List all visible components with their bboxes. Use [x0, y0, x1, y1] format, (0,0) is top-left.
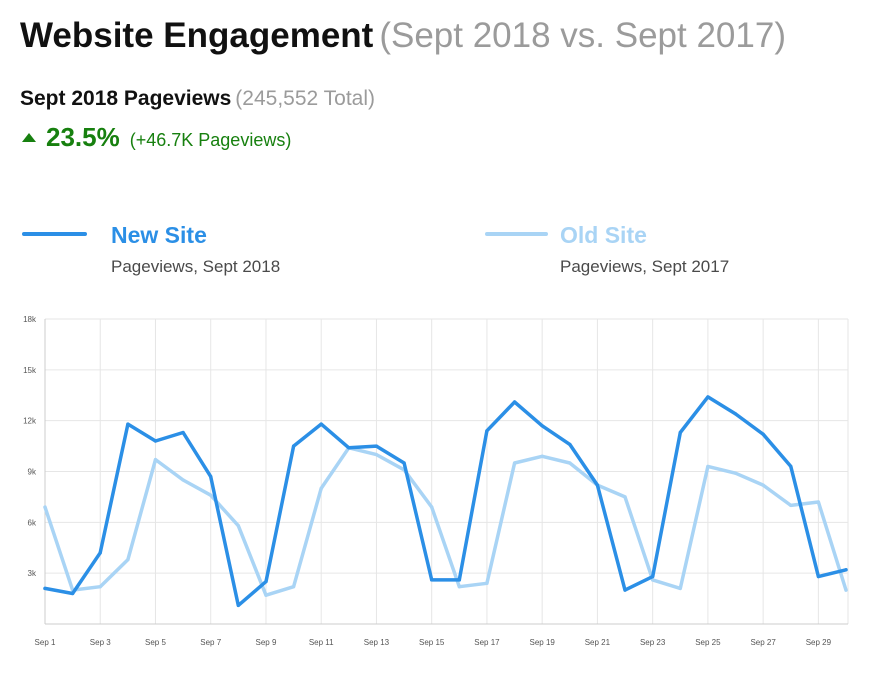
data-point-new-site: [540, 424, 544, 428]
data-point-old-site: [623, 495, 627, 499]
data-point-old-site: [291, 585, 296, 589]
data-point-new-site: [623, 588, 627, 592]
chart-series: [43, 395, 848, 608]
data-point-old-site: [209, 493, 213, 497]
data-point-old-site: [98, 585, 102, 589]
data-point-old-site: [264, 593, 268, 597]
data-point-old-site: [844, 588, 848, 592]
arrow-up-icon: [22, 133, 36, 143]
title-subtitle: (Sept 2018 vs. Sept 2017): [379, 16, 786, 55]
data-point-new-site: [291, 444, 296, 448]
legend-swatch-new-site: [22, 232, 87, 236]
title-main: Website Engagement: [20, 16, 374, 55]
data-point-old-site: [678, 586, 682, 591]
change-percent: 23.5%: [46, 122, 120, 152]
data-point-new-site: [236, 603, 240, 607]
data-point-new-site: [706, 395, 710, 399]
data-point-new-site: [98, 551, 102, 555]
legend-name-new-site: New Site: [111, 222, 207, 248]
legend-sub-old-site: Pageviews, Sept 2017: [560, 257, 730, 276]
x-tick-label: Sep 29: [806, 638, 832, 647]
data-point-new-site: [844, 568, 848, 572]
data-point-new-site: [512, 400, 517, 404]
data-point-old-site: [651, 578, 655, 582]
data-point-old-site: [457, 585, 461, 589]
data-point-new-site: [816, 574, 820, 579]
y-tick-label: 3k: [28, 569, 37, 578]
data-point-new-site: [402, 461, 406, 465]
data-point-new-site: [595, 483, 600, 487]
data-point-new-site: [485, 429, 489, 433]
data-point-new-site: [181, 430, 185, 435]
data-point-old-site: [181, 478, 185, 482]
data-point-old-site: [319, 486, 323, 491]
data-point-new-site: [761, 432, 765, 436]
data-point-old-site: [706, 464, 710, 469]
series-line-old-site: [43, 446, 848, 597]
x-tick-label: Sep 13: [364, 638, 390, 647]
data-point-old-site: [733, 471, 738, 475]
x-tick-label: Sep 1: [35, 638, 56, 647]
data-point-new-site: [347, 446, 351, 450]
data-point-old-site: [236, 524, 240, 528]
x-tick-label: Sep 21: [585, 638, 611, 647]
data-point-new-site: [651, 574, 655, 579]
data-point-new-site: [457, 578, 461, 582]
legend-sub-new-site: Pageviews, Sept 2018: [111, 257, 281, 276]
pageviews-line-chart: 3k 6k 9k 12k 15k 18k Sep 1 Sep 3 Sep 5 Sep 7 Sep 9…: [23, 315, 849, 647]
x-tick-label: Sep 23: [640, 638, 666, 647]
data-point-old-site: [374, 452, 379, 457]
y-tick-label: 9k: [28, 468, 37, 477]
x-tick-label: Sep 9: [256, 638, 277, 647]
pageviews-total: (245,552 Total): [235, 87, 376, 110]
x-tick-label: Sep 25: [695, 638, 721, 647]
data-point-new-site: [126, 422, 130, 426]
data-point-new-site: [568, 442, 572, 446]
legend-name-old-site: Old Site: [560, 222, 647, 248]
data-point-old-site: [43, 505, 47, 509]
data-point-new-site: [430, 578, 434, 582]
data-point-new-site: [209, 474, 213, 479]
data-point-new-site: [789, 464, 793, 469]
x-tick-label: Sep 3: [90, 638, 111, 647]
x-tick-label: Sep 5: [145, 638, 166, 647]
legend-swatch-old-site: [485, 232, 548, 236]
data-point-old-site: [568, 461, 572, 465]
x-tick-label: Sep 7: [200, 638, 221, 647]
x-tick-label: Sep 15: [419, 638, 445, 647]
y-tick-label: 12k: [23, 417, 37, 426]
data-point-new-site: [319, 422, 323, 426]
data-point-new-site: [264, 580, 268, 584]
data-point-new-site: [374, 444, 379, 448]
y-tick-label: 15k: [23, 366, 37, 375]
data-point-new-site: [153, 439, 158, 443]
chart-axes: 3k 6k 9k 12k 15k 18k Sep 1 Sep 3 Sep 5 Sep 7 Sep 9…: [23, 315, 848, 647]
data-point-old-site: [153, 458, 158, 462]
data-point-old-site: [540, 454, 544, 458]
x-tick-label: Sep 19: [529, 638, 555, 647]
change-detail: (+46.7K Pageviews): [129, 130, 292, 150]
data-point-old-site: [789, 503, 793, 507]
x-tick-label: Sep 27: [750, 638, 776, 647]
data-point-new-site: [43, 586, 47, 591]
series-line-new-site: [43, 395, 848, 608]
data-point-old-site: [512, 461, 517, 465]
data-point-new-site: [678, 430, 682, 435]
data-point-new-site: [71, 591, 75, 596]
data-point-old-site: [126, 558, 130, 562]
data-point-old-site: [761, 483, 765, 487]
data-point-new-site: [733, 412, 738, 416]
data-point-old-site: [430, 505, 434, 509]
data-point-old-site: [816, 500, 820, 504]
page-title: Website Engagement (Sept 2018 vs. Sept 20…: [20, 16, 786, 56]
x-tick-label: Sep 17: [474, 638, 500, 647]
change-indicator: 23.5% (+46.7K Pageviews): [22, 121, 291, 158]
pageviews-heading: Sept 2018 Pageviews (245,552 Total): [20, 86, 375, 112]
pageviews-label: Sept 2018 Pageviews: [20, 87, 232, 110]
x-tick-label: Sep 11: [309, 638, 334, 647]
y-tick-label: 6k: [28, 518, 37, 527]
data-point-old-site: [485, 581, 489, 585]
y-tick-label: 18k: [23, 315, 37, 324]
